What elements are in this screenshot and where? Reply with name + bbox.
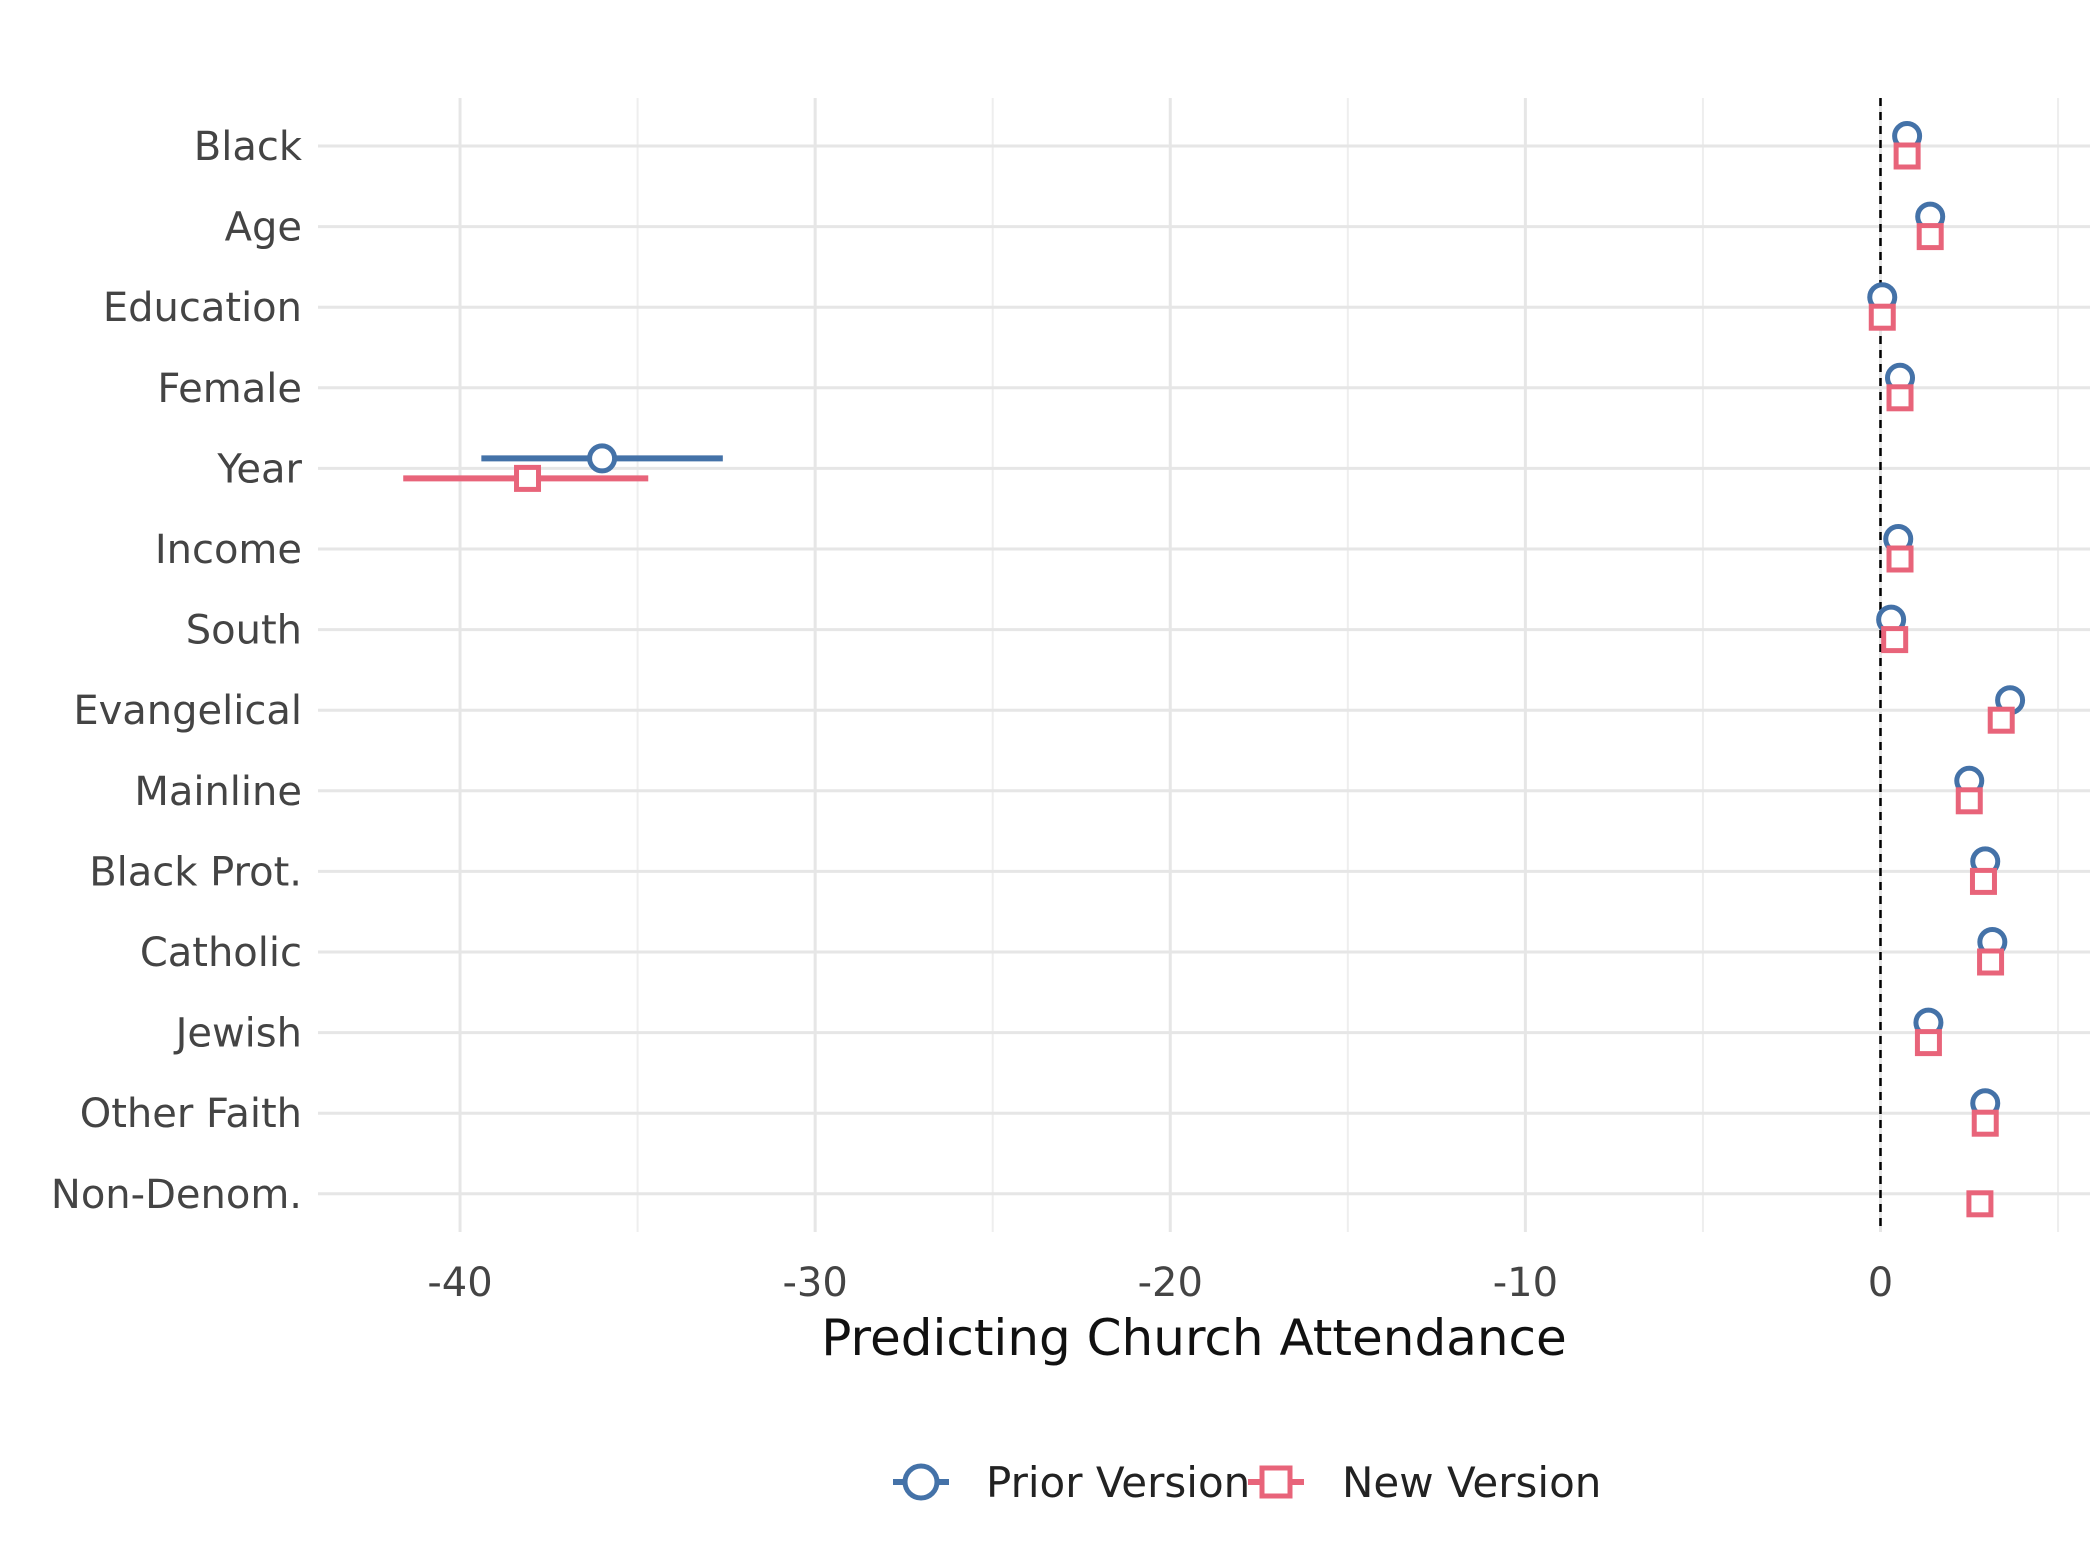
legend-square-icon (1259, 1465, 1293, 1499)
x-axis-title: Predicting Church Attendance (821, 1309, 1567, 1367)
y-tick-label: Female (157, 366, 302, 412)
legend-label: Prior Version (986, 1458, 1250, 1507)
y-tick-label: Non-Denom. (51, 1172, 302, 1218)
point-new-version (1886, 545, 1914, 573)
y-tick-label: Income (155, 527, 302, 573)
x-tick-label: -30 (782, 1260, 847, 1306)
point-new-version (1916, 223, 1944, 251)
y-tick-label: Jewish (173, 1011, 302, 1057)
y-tick-label: Black (194, 124, 303, 170)
point-new-version (1893, 142, 1921, 170)
point-new-version (1969, 867, 1997, 895)
y-tick-label: Evangelical (73, 688, 302, 734)
point-new-version (1881, 626, 1909, 654)
point-prior-version (587, 443, 618, 474)
y-tick-label: South (186, 608, 302, 654)
x-tick-label: -10 (1493, 1260, 1558, 1306)
y-tick-label: Year (216, 446, 302, 492)
point-new-version (1987, 706, 2015, 734)
point-new-version (1966, 1190, 1994, 1218)
point-new-version (1914, 1029, 1942, 1057)
y-tick-label: Catholic (140, 930, 302, 976)
x-tick-label: 0 (1868, 1260, 1893, 1306)
x-tick-label: -20 (1138, 1260, 1203, 1306)
point-new-version (1955, 787, 1983, 815)
y-tick-label: Other Faith (80, 1091, 302, 1137)
point-new-version (1971, 1109, 1999, 1137)
y-tick-label: Black Prot. (89, 849, 302, 895)
y-tick-label: Age (225, 205, 302, 251)
point-new-version (1977, 948, 2005, 976)
point-new-version (1886, 384, 1914, 412)
y-tick-label: Education (103, 285, 302, 331)
point-new-version (1868, 303, 1896, 331)
y-tick-label: Mainline (134, 769, 302, 815)
legend-label: New Version (1342, 1458, 1601, 1507)
point-new-version (514, 464, 542, 492)
x-tick-label: -40 (427, 1260, 492, 1306)
legend-circle-icon (902, 1463, 940, 1501)
